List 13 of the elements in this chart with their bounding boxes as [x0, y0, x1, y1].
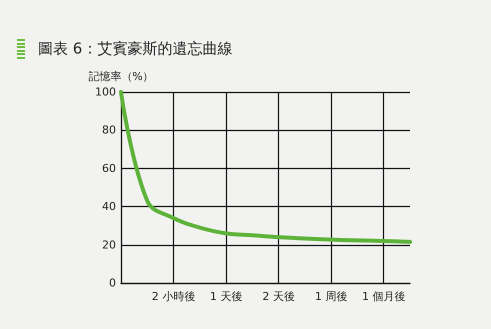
y-tick-label: 80: [102, 124, 116, 137]
x-tick-label: 2 小時後: [152, 290, 196, 303]
y-tick-label: 100: [95, 86, 116, 98]
x-tick-label: 2 天後: [262, 290, 295, 303]
chart-title: 圖表 6：艾賓豪斯的遺忘曲線: [38, 40, 232, 58]
y-tick-label: 40: [102, 200, 116, 214]
y-tick-label: 20: [102, 238, 116, 252]
y-tick-label: 60: [102, 162, 116, 175]
y-tick-label: 0: [109, 276, 116, 290]
x-tick-label: 1 周後: [314, 290, 348, 303]
x-tick-label: 1 天後: [210, 290, 242, 303]
x-tick-label: 1 個月後: [362, 290, 406, 303]
y-axis-title: 記憶率（%）: [88, 70, 154, 83]
